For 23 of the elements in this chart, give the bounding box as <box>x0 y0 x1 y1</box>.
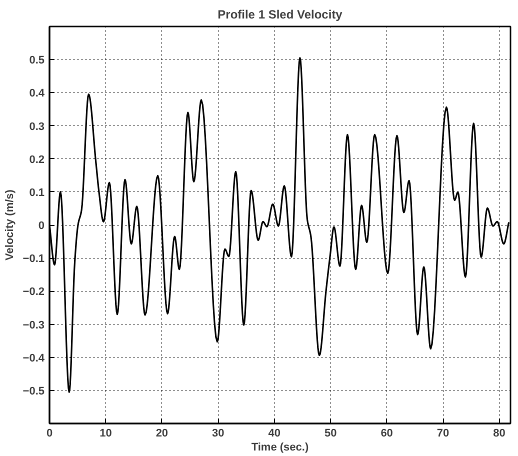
x-tick-label: 10 <box>100 428 112 440</box>
y-tick-label: 0.1 <box>29 186 45 199</box>
x-tick-label: 60 <box>380 428 393 440</box>
y-tick-label: −0.5 <box>22 385 45 398</box>
x-tick-label: 50 <box>324 428 337 440</box>
y-tick-label: 0 <box>38 220 45 232</box>
chart-title: Profile 1 Sled Velocity <box>218 8 343 22</box>
x-tick-label: 0 <box>46 428 53 440</box>
y-tick-label: −0.3 <box>22 319 45 332</box>
x-tick-label: 30 <box>212 428 224 440</box>
y-tick-label: −0.4 <box>22 352 46 364</box>
y-tick-label: 0.5 <box>29 54 45 67</box>
y-axis-title: Velocity (m/s) <box>4 189 16 260</box>
x-tick-label: 80 <box>493 428 506 440</box>
y-tick-label: 0.2 <box>29 154 45 166</box>
x-tick-label: 70 <box>436 428 450 440</box>
x-tick-label: 40 <box>268 428 281 440</box>
x-axis-title: Time (sec.) <box>251 442 309 454</box>
y-tick-label: −0.1 <box>22 253 45 266</box>
x-tick-label: 20 <box>156 428 168 440</box>
y-tick-label: 0.3 <box>29 120 45 133</box>
y-tick-label: 0.4 <box>29 88 46 100</box>
y-tick-label: −0.2 <box>22 286 45 298</box>
